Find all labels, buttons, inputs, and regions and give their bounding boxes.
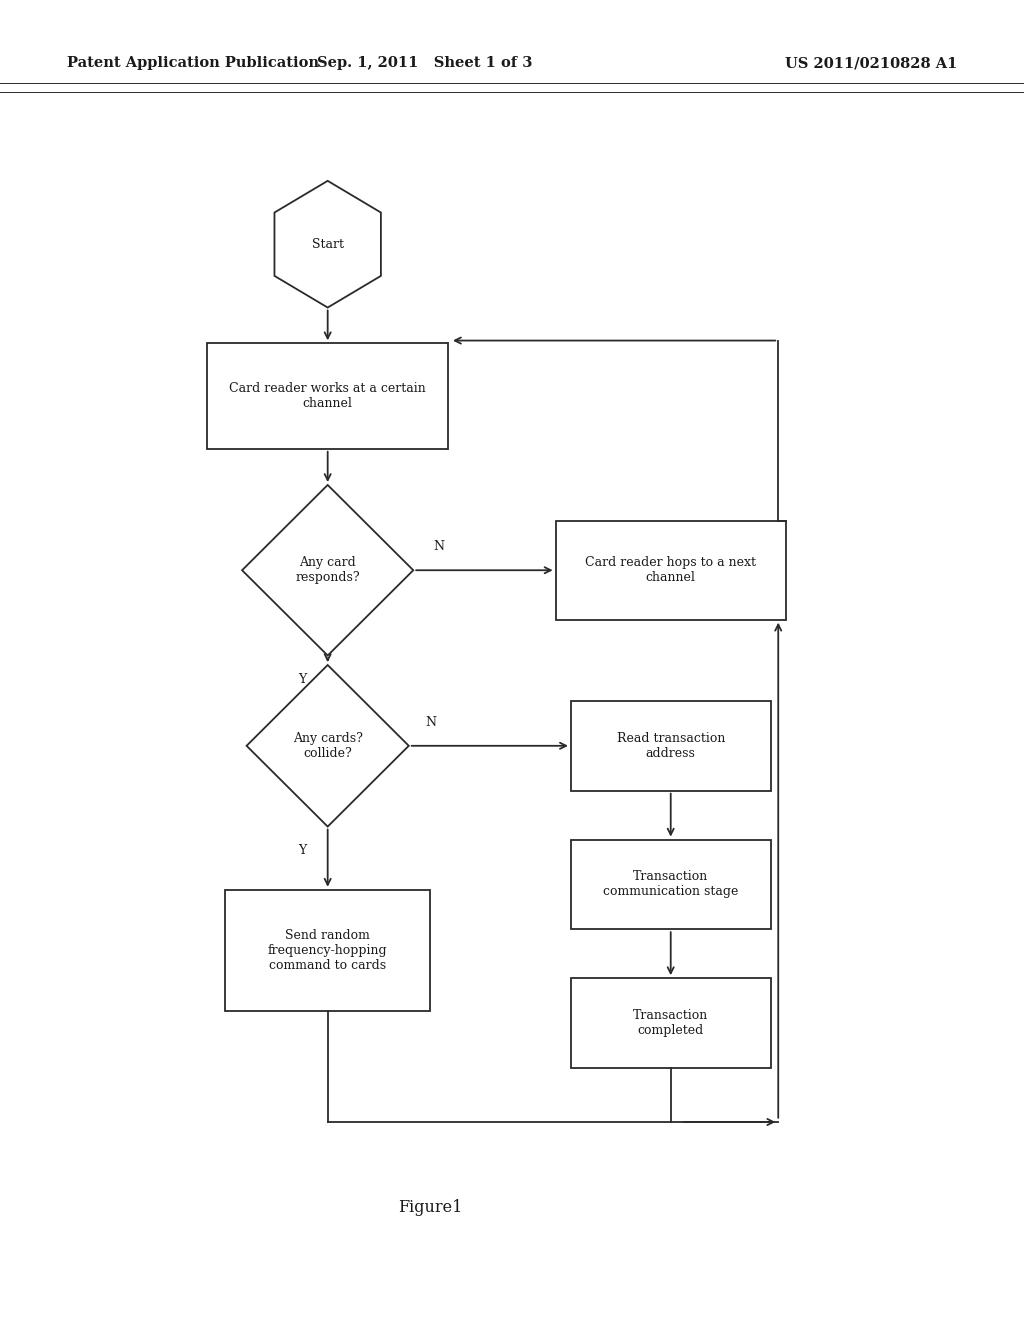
FancyBboxPatch shape — [571, 978, 770, 1068]
Polygon shape — [242, 484, 414, 656]
Text: Transaction
communication stage: Transaction communication stage — [603, 870, 738, 899]
Text: Figure1: Figure1 — [398, 1200, 462, 1216]
FancyBboxPatch shape — [571, 840, 770, 929]
Text: N: N — [426, 715, 437, 729]
FancyBboxPatch shape — [555, 521, 786, 620]
Text: Y: Y — [298, 843, 306, 857]
FancyBboxPatch shape — [207, 343, 449, 449]
Polygon shape — [247, 665, 409, 826]
Text: Any card
responds?: Any card responds? — [295, 556, 360, 585]
Text: Card reader works at a certain
channel: Card reader works at a certain channel — [229, 381, 426, 411]
FancyBboxPatch shape — [571, 701, 770, 791]
Text: Start: Start — [311, 238, 344, 251]
Text: Transaction
completed: Transaction completed — [633, 1008, 709, 1038]
Text: Y: Y — [298, 673, 306, 686]
Text: Patent Application Publication: Patent Application Publication — [67, 57, 318, 70]
Text: Sep. 1, 2011   Sheet 1 of 3: Sep. 1, 2011 Sheet 1 of 3 — [317, 57, 532, 70]
Text: Card reader hops to a next
channel: Card reader hops to a next channel — [586, 556, 756, 585]
Polygon shape — [274, 181, 381, 308]
Text: Any cards?
collide?: Any cards? collide? — [293, 731, 362, 760]
Text: US 2011/0210828 A1: US 2011/0210828 A1 — [785, 57, 957, 70]
Text: Send random
frequency-hopping
command to cards: Send random frequency-hopping command to… — [268, 929, 387, 972]
Text: N: N — [433, 540, 444, 553]
FancyBboxPatch shape — [225, 890, 430, 1011]
Text: Read transaction
address: Read transaction address — [616, 731, 725, 760]
